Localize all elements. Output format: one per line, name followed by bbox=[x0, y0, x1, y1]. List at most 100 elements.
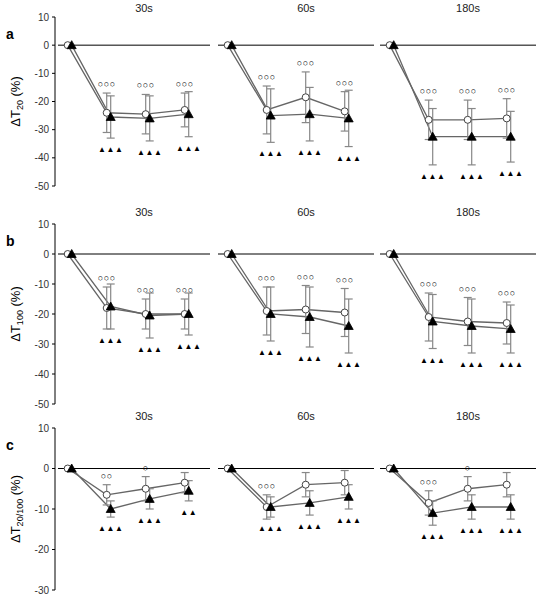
point-triangle bbox=[106, 112, 115, 120]
point-circle bbox=[263, 106, 270, 113]
point-triangle bbox=[389, 41, 398, 49]
point-triangle bbox=[227, 250, 236, 258]
y-tick bbox=[52, 344, 55, 345]
y-tick bbox=[52, 590, 55, 591]
significance: ▲▲▲ bbox=[420, 356, 445, 365]
y-tick bbox=[52, 284, 55, 285]
series-line bbox=[390, 254, 507, 323]
significance-group: ○○○○○○○○○▲▲▲▲▲▲▲▲▲ bbox=[420, 85, 524, 181]
reference-line bbox=[218, 45, 374, 46]
y-tick bbox=[52, 101, 55, 102]
point-triangle bbox=[145, 494, 154, 502]
y-tick-label: -40 bbox=[35, 152, 50, 163]
point-triangle bbox=[389, 250, 398, 258]
point-triangle bbox=[428, 317, 437, 325]
y-axis-label: ΔT20/100 (%) bbox=[8, 475, 25, 543]
y-axis-label: ΔT20 (%) bbox=[8, 76, 25, 126]
series-line bbox=[228, 469, 345, 507]
panel-title: 30s bbox=[135, 2, 153, 14]
point-triangle bbox=[184, 486, 193, 494]
series-line bbox=[228, 45, 345, 111]
point-circle bbox=[503, 115, 510, 122]
series-line bbox=[390, 45, 507, 120]
point-triangle bbox=[106, 302, 115, 310]
significance-group: ○○○○○○○○○▲▲▲▲▲▲▲▲▲ bbox=[258, 272, 362, 370]
significance: ▲▲▲ bbox=[98, 524, 123, 533]
error-bar bbox=[103, 93, 111, 132]
point-circle bbox=[503, 320, 510, 327]
point-triangle bbox=[266, 310, 275, 318]
series-line bbox=[232, 45, 349, 118]
significance: ▲▲▲ bbox=[297, 522, 322, 531]
y-tick-label: -30 bbox=[35, 339, 50, 350]
y-tick bbox=[52, 254, 55, 255]
series-line bbox=[394, 45, 511, 137]
point-triangle bbox=[344, 114, 353, 122]
series-line bbox=[232, 469, 349, 507]
significance: ▲▲▲ bbox=[459, 526, 484, 535]
point-triangle bbox=[184, 110, 193, 118]
point-triangle bbox=[305, 313, 314, 321]
panel-title: 180s bbox=[456, 410, 480, 422]
error-bar bbox=[503, 99, 511, 138]
error-bar bbox=[107, 284, 115, 329]
error-bar bbox=[468, 495, 476, 519]
y-tick-label: 10 bbox=[38, 219, 50, 230]
y-tick bbox=[52, 129, 55, 130]
point-triangle bbox=[344, 322, 353, 330]
point-triangle bbox=[467, 132, 476, 140]
significance: ○○○ bbox=[258, 481, 276, 491]
panel: 30saΔT20 (%)100-10-20-30-40-50○○○○○○○○○▲… bbox=[6, 2, 210, 192]
y-tick-label: -20 bbox=[35, 96, 50, 107]
point-triangle bbox=[266, 111, 275, 119]
panel-label: b bbox=[6, 233, 15, 249]
significance: ○○○ bbox=[420, 477, 438, 487]
plot-area bbox=[64, 464, 193, 517]
y-tick bbox=[52, 549, 55, 550]
y-tick bbox=[52, 404, 55, 405]
significance: ○○○ bbox=[137, 285, 155, 295]
panel-title: 60s bbox=[297, 2, 315, 14]
panel: 60s○○○▲▲▲▲▲▲▲▲▲ bbox=[218, 410, 374, 533]
significance: ○○○ bbox=[176, 79, 194, 89]
error-bar bbox=[267, 287, 275, 341]
error-bar bbox=[425, 293, 433, 341]
error-bar bbox=[302, 473, 310, 497]
point-triangle bbox=[145, 114, 154, 122]
point-triangle bbox=[184, 310, 193, 318]
point-triangle bbox=[67, 41, 76, 49]
significance: ○○○ bbox=[137, 80, 155, 90]
y-tick-label: -50 bbox=[35, 181, 50, 192]
series-line bbox=[68, 45, 185, 114]
significance: ▲▲▲ bbox=[137, 345, 162, 354]
plot-area bbox=[386, 464, 515, 525]
error-bar bbox=[267, 89, 275, 143]
significance: ▲▲▲ bbox=[420, 172, 445, 181]
y-tick-label: 0 bbox=[43, 249, 49, 260]
y-axis-label: ΔT100 (%) bbox=[8, 286, 25, 342]
point-triangle bbox=[305, 498, 314, 506]
panel-label: a bbox=[6, 26, 14, 42]
y-tick bbox=[52, 45, 55, 46]
significance: ▲▲▲ bbox=[176, 342, 201, 351]
significance: ▲▲▲ bbox=[498, 360, 523, 369]
series-line bbox=[394, 254, 511, 329]
point-circle bbox=[503, 481, 510, 488]
plot-area bbox=[224, 250, 353, 354]
y-tick bbox=[52, 73, 55, 74]
y-tick-label: -20 bbox=[35, 544, 50, 555]
error-bar bbox=[107, 501, 115, 517]
series-line bbox=[68, 254, 185, 314]
point-circle bbox=[142, 485, 149, 492]
significance: ○ bbox=[465, 463, 471, 473]
significance: ○○○ bbox=[258, 72, 276, 82]
significance: ○○○ bbox=[98, 79, 116, 89]
error-bar bbox=[341, 92, 349, 131]
point-circle bbox=[181, 479, 188, 486]
panel-label: c bbox=[6, 437, 14, 453]
error-bar bbox=[267, 497, 275, 517]
significance-group: ○○○○▲▲▲▲▲▲▲▲▲ bbox=[420, 463, 524, 542]
plot-area bbox=[224, 464, 353, 519]
panel-title: 60s bbox=[297, 410, 315, 422]
error-bar bbox=[345, 299, 353, 353]
